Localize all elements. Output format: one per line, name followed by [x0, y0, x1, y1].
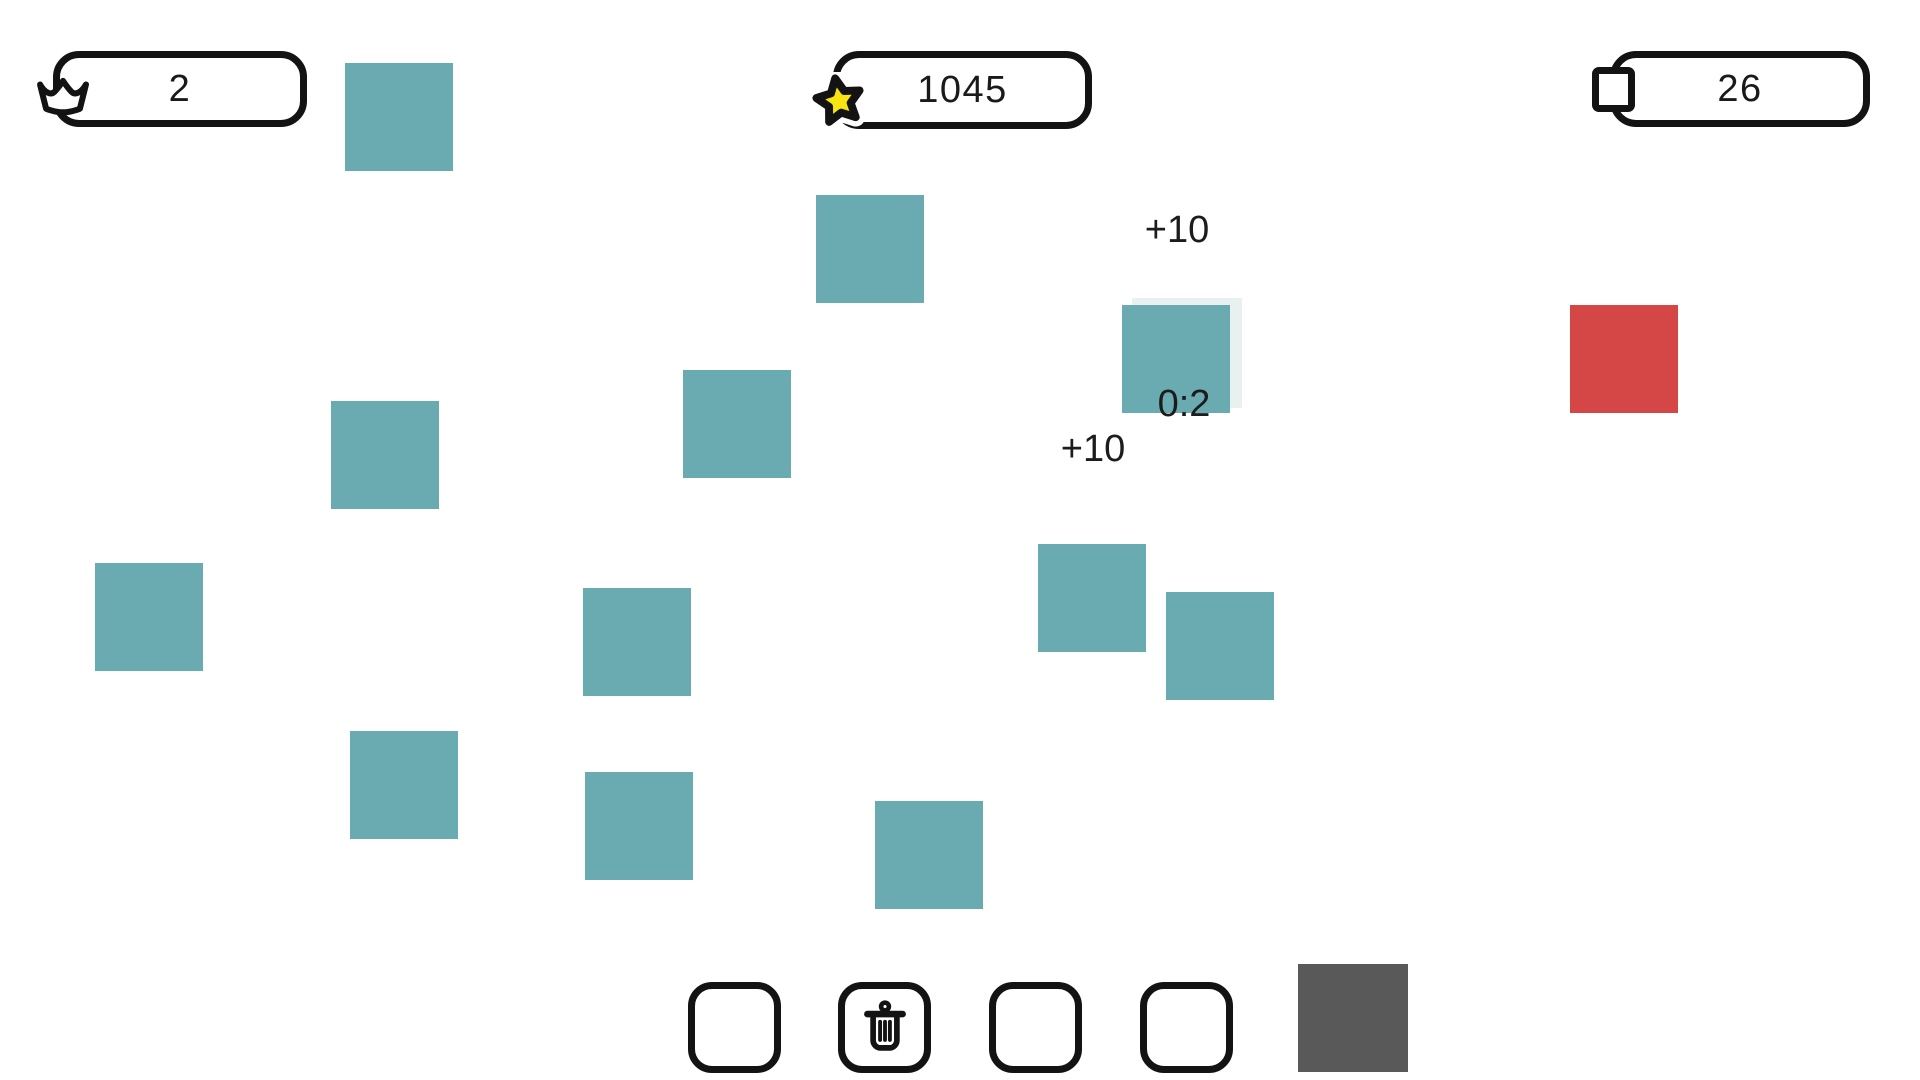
timer-label: 0:2 — [1157, 383, 1211, 425]
square-icon — [1592, 67, 1635, 112]
score-popup: +10 — [1144, 209, 1210, 251]
blocks-badge: 26 — [1592, 51, 1870, 127]
star-icon — [810, 72, 868, 128]
teal-tile[interactable] — [345, 63, 453, 171]
teal-tile[interactable] — [585, 772, 693, 880]
lives-value: 2 — [168, 68, 192, 110]
teal-tile-selected[interactable] — [1122, 305, 1230, 413]
lives-badge: 2 — [37, 51, 307, 127]
teal-tile[interactable] — [1038, 544, 1146, 652]
blocks-value: 26 — [1717, 68, 1763, 110]
score-popup: +10 — [1060, 428, 1126, 470]
slot-button-1[interactable] — [688, 982, 781, 1073]
slot-button-3[interactable] — [1140, 982, 1233, 1073]
slot-button-2[interactable] — [989, 982, 1082, 1073]
teal-tile[interactable] — [95, 563, 203, 671]
score-badge: 1045 — [810, 51, 1092, 129]
trash-icon — [863, 999, 906, 1051]
teal-tile[interactable] — [816, 195, 924, 303]
red-tile[interactable] — [1570, 305, 1678, 413]
gray-tile[interactable] — [1298, 964, 1408, 1072]
teal-tile[interactable] — [331, 401, 439, 509]
teal-tile[interactable] — [683, 370, 791, 478]
trash-button[interactable] — [838, 982, 931, 1073]
teal-tile[interactable] — [1166, 592, 1274, 700]
score-value: 1045 — [917, 69, 1008, 111]
teal-tile[interactable] — [875, 801, 983, 909]
teal-tile[interactable] — [350, 731, 458, 839]
crown-icon — [37, 77, 89, 116]
teal-tile[interactable] — [583, 588, 691, 696]
